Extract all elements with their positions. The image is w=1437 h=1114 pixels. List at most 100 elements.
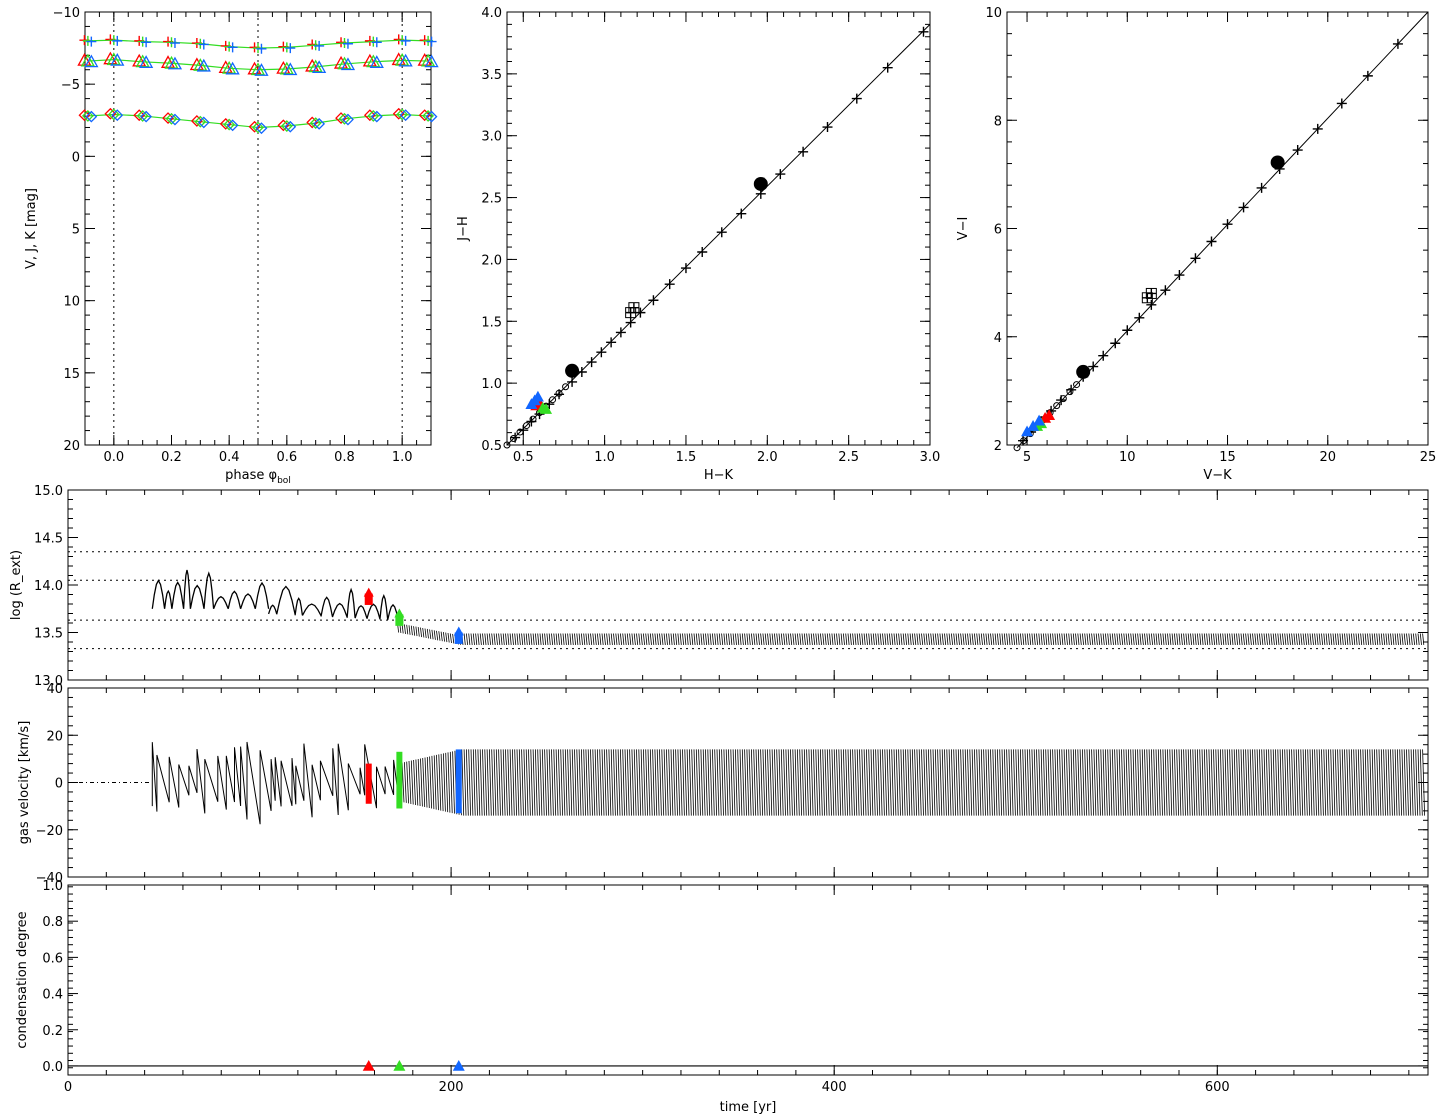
point-V (248, 120, 261, 133)
track-small-circle (1066, 388, 1074, 396)
y-tick-label: 2.5 (481, 192, 502, 207)
track-plus-marker (1292, 145, 1303, 156)
x-tick-label: 5 (1023, 450, 1031, 465)
x-tick-label: 0.2 (161, 450, 182, 465)
radius-curve-early (151, 569, 399, 621)
point-V (342, 113, 354, 126)
point-J (424, 54, 439, 68)
track-plus-marker (518, 425, 529, 436)
x-tick-label: 25 (1420, 450, 1437, 465)
y-tick-label: 10 (63, 295, 80, 310)
point-V (335, 112, 347, 125)
panel-jh-vs-hk: 0.5 1.0 1.5 2.0 2.5 3.0 0.5 1.0 1.5 2.0 2.5 3.0 3.5 4… (456, 6, 940, 483)
marker-green (396, 751, 403, 809)
y-tick-label: 1.0 (481, 377, 502, 392)
velocity-curve-dense (397, 749, 1425, 816)
track-plus-marker (664, 279, 675, 290)
y-axis-label: V, J, K [mag] (24, 188, 39, 269)
y-axis-label: log (R_ext) (9, 550, 24, 620)
plot-frame (67, 489, 1429, 681)
point-J (84, 54, 99, 68)
point-V (418, 109, 431, 122)
colored-marker-blue (1021, 425, 1034, 437)
x-axis-label: H−K (704, 468, 734, 483)
point-J (337, 56, 352, 70)
y-axis-label: condensation degree (15, 911, 30, 1048)
y-tick-label: −5 (61, 78, 80, 93)
point-V (107, 108, 120, 121)
panel-radius-time: 13.0 13.5 14.0 14.5 15.0 log (R_ext) (9, 484, 1429, 689)
track-plus-marker (1134, 312, 1145, 323)
panel-vi-vs-vk: 5 10 15 20 25 2 4 6 8 10 V−K V−I (956, 6, 1436, 483)
point-V (104, 107, 117, 120)
colored-marker-blue (531, 390, 544, 402)
track-small-circle (1059, 395, 1067, 403)
point-J (77, 53, 92, 66)
x-axis-label: phase φbol (225, 468, 291, 486)
point-V (165, 112, 178, 125)
x-tick-label: 0.0 (103, 450, 124, 465)
point-J (189, 57, 204, 71)
track-plus-marker (1206, 236, 1217, 247)
point-J (247, 61, 262, 75)
point-J (333, 55, 349, 69)
x-tick-label: 3.0 (920, 450, 941, 465)
track-plus-marker (1110, 338, 1121, 349)
marker-blue (452, 1059, 465, 1071)
x-axis-label: V−K (1203, 468, 1232, 483)
track-plus-marker (716, 227, 727, 238)
point-K (112, 35, 123, 46)
track-plus-marker (1336, 98, 1347, 109)
track-plus-marker (586, 357, 597, 368)
point-J (276, 60, 291, 74)
x-axis-label: time [yr] (720, 1100, 777, 1114)
y-tick-label: 8 (994, 114, 1002, 129)
point-V (338, 112, 351, 125)
point-J (106, 52, 121, 66)
x-tick-label: 10 (1119, 450, 1136, 465)
track-plus-marker (1256, 182, 1267, 193)
track-plus-marker (1146, 299, 1157, 310)
x-tick-label: 0.8 (334, 450, 355, 465)
point-J (366, 54, 381, 68)
point-J (279, 61, 294, 75)
point-K (426, 36, 437, 47)
track-square-plus (628, 302, 639, 313)
y-tick-label: 0 (72, 150, 80, 165)
x-tick-label: 0.4 (219, 450, 240, 465)
track-plus-marker (510, 432, 521, 443)
y-tick-label: 20 (63, 439, 80, 454)
y-tick-label: 0.4 (42, 988, 63, 1003)
point-V (78, 109, 91, 122)
x-tick-label: 400 (822, 1080, 847, 1095)
x-tick-label: 2.0 (757, 450, 778, 465)
track-plus-marker (596, 347, 607, 358)
y-tick-label: 0.6 (42, 951, 63, 966)
point-V (219, 117, 232, 130)
track-plus-marker (1066, 384, 1077, 395)
y-axis-label: J−H (456, 216, 471, 242)
track-plus-marker (526, 416, 537, 427)
point-V (309, 117, 322, 130)
point-V (190, 115, 203, 127)
point-V (136, 110, 149, 122)
x-tick-label: 1.0 (594, 450, 615, 465)
point-J (80, 53, 95, 67)
point-J (391, 52, 406, 66)
panel-phase-diagram: 0.0 0.2 0.4 0.6 0.8 1.0 −10 −5 0 5 10 15 20 phase φbo… (24, 6, 439, 486)
point-V (425, 110, 438, 123)
point-K (314, 40, 325, 51)
point-V (133, 109, 146, 122)
x-tick-label: 0 (64, 1080, 72, 1095)
y-tick-label: −40 (36, 871, 63, 886)
y-tick-label: 4.0 (481, 6, 502, 21)
velocity-curve-early (151, 741, 401, 825)
colored-marker-blue (1027, 420, 1040, 431)
track-plus-marker (1392, 38, 1403, 49)
track-filled-circle (753, 176, 768, 191)
point-K (256, 43, 267, 54)
y-tick-label: 15.0 (34, 484, 63, 499)
x-tick-label: 600 (1205, 1080, 1230, 1095)
marker-blue (455, 749, 462, 814)
